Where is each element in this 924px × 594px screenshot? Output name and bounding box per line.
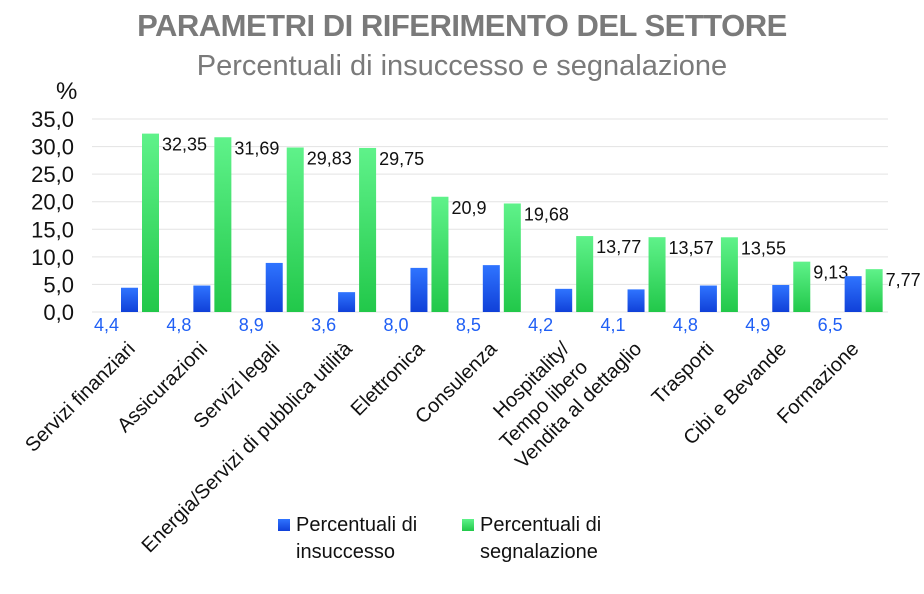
data-label-insuccesso: 6,5 bbox=[818, 315, 843, 335]
bar-segnalazione bbox=[865, 269, 883, 312]
data-label-segnalazione: 32,35 bbox=[162, 135, 207, 155]
bar-insuccesso bbox=[410, 267, 428, 312]
data-label-insuccesso: 4,8 bbox=[673, 315, 698, 335]
data-label-insuccesso: 3,6 bbox=[311, 315, 336, 335]
y-tick-label: 35,0 bbox=[31, 107, 74, 132]
y-tick-label: 20,0 bbox=[31, 190, 74, 215]
data-label-insuccesso: 4,4 bbox=[94, 315, 119, 335]
bar-insuccesso bbox=[844, 276, 862, 312]
legend: Percentuali di insuccesso Percentuali di… bbox=[278, 512, 630, 566]
bar-segnalazione bbox=[286, 147, 304, 312]
data-label-insuccesso: 4,2 bbox=[528, 315, 553, 335]
data-label-insuccesso: 4,1 bbox=[601, 315, 626, 335]
bar-insuccesso bbox=[627, 289, 645, 312]
x-category-label: Trasporti bbox=[648, 338, 719, 409]
y-tick-label: 30,0 bbox=[31, 135, 74, 160]
legend-label-segnalazione: Percentuali di segnalazione bbox=[480, 514, 602, 563]
data-label-segnalazione: 13,77 bbox=[596, 237, 641, 257]
y-tick-label: 0,0 bbox=[43, 300, 74, 325]
bar-segnalazione bbox=[576, 236, 594, 312]
bar-insuccesso bbox=[555, 288, 573, 312]
bar-segnalazione bbox=[648, 237, 666, 312]
data-label-segnalazione: 7,77 bbox=[886, 270, 921, 290]
data-label-segnalazione: 13,57 bbox=[669, 238, 714, 258]
chart-title: PARAMETRI DI RIFERIMENTO DEL SETTORE bbox=[137, 8, 787, 43]
bar-insuccesso bbox=[121, 287, 138, 312]
bar-insuccesso bbox=[699, 285, 717, 312]
y-tick-label: 5,0 bbox=[43, 272, 74, 297]
data-label-insuccesso: 8,5 bbox=[456, 315, 481, 335]
data-label-segnalazione: 9,13 bbox=[813, 263, 848, 283]
y-tick-label: 25,0 bbox=[31, 162, 74, 187]
bar-segnalazione bbox=[793, 261, 811, 312]
x-category-label: Servizi finanziari bbox=[21, 338, 140, 457]
bar-insuccesso bbox=[338, 292, 356, 312]
data-label-segnalazione: 13,55 bbox=[741, 238, 786, 258]
y-tick-label: 10,0 bbox=[31, 245, 74, 270]
legend-item-insuccesso: Percentuali di insuccesso bbox=[278, 512, 446, 566]
chart-subtitle: Percentuali di insuccesso e segnalazione bbox=[196, 50, 728, 82]
legend-label-insuccesso: Percentuali di insuccesso bbox=[296, 514, 418, 563]
bar-segnalazione bbox=[359, 147, 377, 312]
legend-swatch-blue bbox=[278, 519, 290, 531]
y-tick-label: 15,0 bbox=[31, 217, 74, 242]
data-label-segnalazione: 29,75 bbox=[379, 149, 424, 169]
data-label-insuccesso: 8,0 bbox=[383, 315, 408, 335]
data-label-segnalazione: 19,68 bbox=[524, 204, 569, 224]
bar-insuccesso bbox=[265, 262, 283, 312]
bar-segnalazione bbox=[720, 237, 738, 312]
data-label-insuccesso: 8,9 bbox=[239, 315, 264, 335]
data-label-segnalazione: 29,83 bbox=[307, 149, 352, 169]
data-label-insuccesso: 4,8 bbox=[166, 315, 191, 335]
bar-segnalazione bbox=[142, 133, 159, 312]
data-label-insuccesso: 4,9 bbox=[745, 315, 770, 335]
y-unit-label: % bbox=[56, 78, 78, 105]
legend-item-segnalazione: Percentuali di segnalazione bbox=[462, 512, 630, 566]
bar-insuccesso bbox=[772, 284, 790, 312]
bar-segnalazione bbox=[431, 196, 449, 312]
bar-insuccesso bbox=[193, 285, 211, 312]
legend-swatch-green bbox=[462, 519, 474, 531]
data-label-segnalazione: 20,9 bbox=[451, 198, 486, 218]
data-label-segnalazione: 31,69 bbox=[234, 138, 279, 158]
bar-insuccesso bbox=[482, 265, 500, 312]
bar-segnalazione bbox=[214, 137, 232, 312]
bar-segnalazione bbox=[503, 203, 521, 312]
